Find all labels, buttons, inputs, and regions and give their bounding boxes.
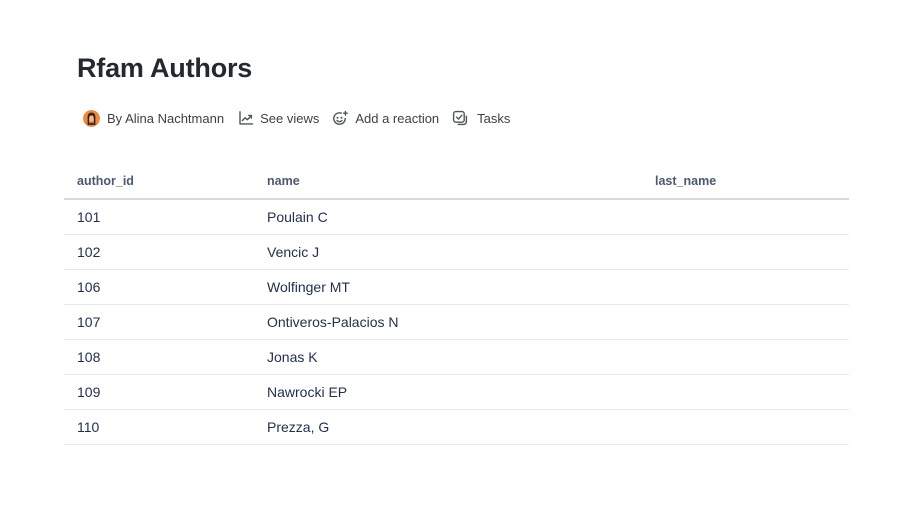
table-row: 110 Prezza, G xyxy=(64,409,849,445)
cell-name: Nawrocki EP xyxy=(254,374,642,410)
column-header-author-id[interactable]: author_id xyxy=(64,164,254,200)
cell-name: Jonas K xyxy=(254,339,642,375)
column-header-name[interactable]: name xyxy=(254,164,642,200)
cell-name: Ontiveros-Palacios N xyxy=(254,304,642,340)
cell-author-id: 110 xyxy=(64,409,254,445)
tasks-checkbox-icon xyxy=(452,110,468,126)
cell-author-id: 102 xyxy=(64,234,254,270)
add-reaction-button[interactable]: Add a reaction xyxy=(332,110,439,127)
see-views-label: See views xyxy=(260,110,320,126)
cell-last-name xyxy=(642,339,849,375)
see-views-button[interactable]: See views xyxy=(238,110,319,126)
cell-last-name xyxy=(642,374,849,410)
smiley-plus-icon xyxy=(332,110,349,127)
cell-author-id: 107 xyxy=(64,304,254,340)
table-body: 101 Poulain C 102 Vencic J 106 Wolfinger… xyxy=(64,199,849,445)
cell-name: Prezza, G xyxy=(254,409,642,445)
cell-last-name xyxy=(642,304,849,340)
table-row: 106 Wolfinger MT xyxy=(64,269,849,305)
tasks-button[interactable]: Tasks xyxy=(452,110,510,126)
cell-name: Poulain C xyxy=(254,199,642,235)
avatar-image xyxy=(83,109,100,127)
cell-last-name xyxy=(642,199,849,235)
authors-table: author_id name last_name 101 Poulain C 1… xyxy=(64,164,849,445)
tasks-label: Tasks xyxy=(477,110,511,126)
cell-author-id: 109 xyxy=(64,374,254,410)
byline: By Alina Nachtmann See views xyxy=(83,108,849,128)
cell-last-name xyxy=(642,234,849,270)
table-row: 102 Vencic J xyxy=(64,234,849,270)
column-header-last-name[interactable]: last_name xyxy=(642,164,849,200)
table-row: 107 Ontiveros-Palacios N xyxy=(64,304,849,340)
table-row: 108 Jonas K xyxy=(64,339,849,375)
add-reaction-label: Add a reaction xyxy=(355,110,440,126)
table-header: author_id name last_name xyxy=(64,164,849,200)
cell-last-name xyxy=(642,269,849,305)
cell-author-id: 101 xyxy=(64,199,254,235)
page: Rfam Authors By Alina Nachtmann xyxy=(0,52,849,445)
table-row: 101 Poulain C xyxy=(64,199,849,235)
cell-name: Vencic J xyxy=(254,234,642,270)
table-row: 109 Nawrocki EP xyxy=(64,374,849,410)
page-title: Rfam Authors xyxy=(77,53,253,83)
line-chart-icon xyxy=(238,110,254,126)
cell-name: Wolfinger MT xyxy=(254,269,642,305)
byline-author: By Alina Nachtmann xyxy=(107,110,225,126)
cell-author-id: 106 xyxy=(64,269,254,305)
cell-last-name xyxy=(642,409,849,445)
avatar[interactable] xyxy=(83,109,100,127)
cell-author-id: 108 xyxy=(64,339,254,375)
